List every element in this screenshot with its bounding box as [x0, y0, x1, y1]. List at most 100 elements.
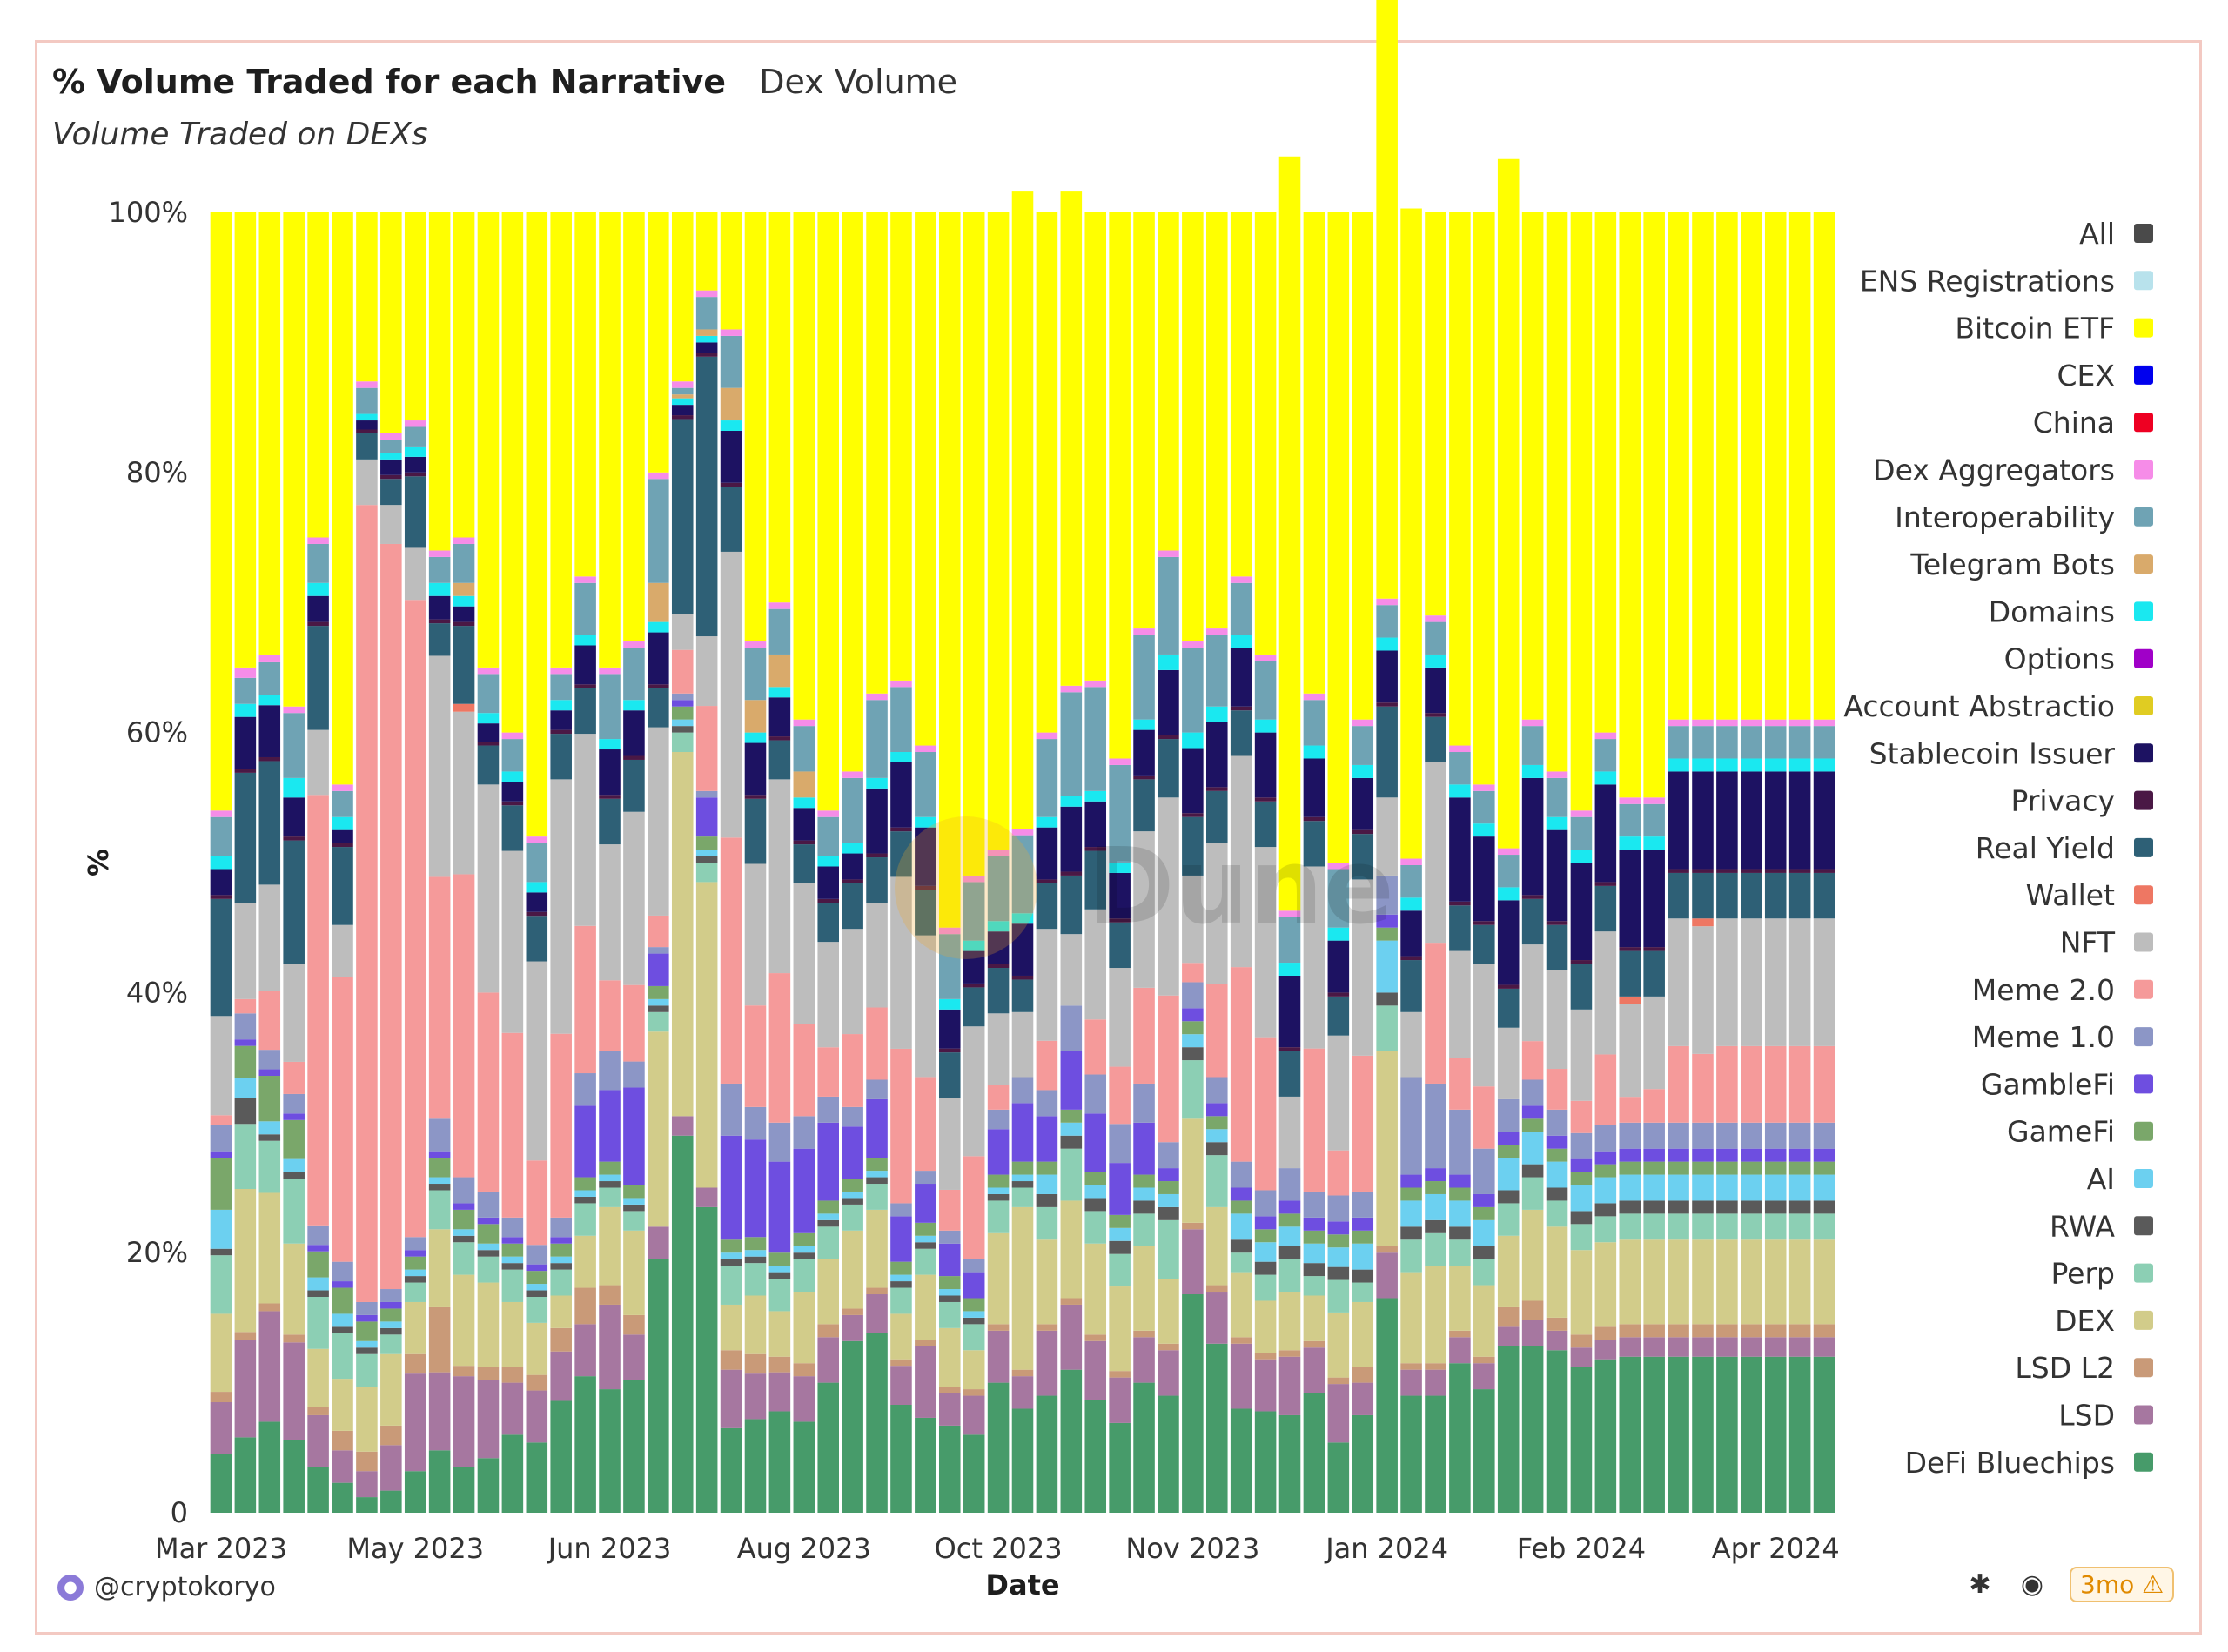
bar-segment[interactable]: [526, 1290, 548, 1297]
bar-segment[interactable]: [1668, 1213, 1689, 1240]
bar-segment[interactable]: [1594, 1164, 1617, 1178]
bar-segment[interactable]: [380, 1334, 402, 1354]
bar-segment[interactable]: [768, 1372, 791, 1412]
bar-segment[interactable]: [1521, 726, 1544, 765]
bar-segment[interactable]: [793, 1376, 815, 1422]
bar-segment[interactable]: [1643, 803, 1665, 837]
bar-segment[interactable]: [695, 342, 718, 353]
legend-label[interactable]: Real Yield: [1976, 831, 2115, 865]
bar-segment[interactable]: [307, 1407, 329, 1415]
bar-segment[interactable]: [1741, 758, 1762, 772]
bar-segment[interactable]: [915, 1171, 936, 1185]
bar-segment[interactable]: [477, 1367, 500, 1380]
bar-segment[interactable]: [1352, 829, 1374, 835]
bar-segment[interactable]: [1230, 755, 1252, 968]
bar-segment[interactable]: [1425, 1395, 1446, 1513]
bar-segment[interactable]: [1254, 661, 1277, 720]
bar-segment[interactable]: [1521, 1041, 1544, 1080]
bar-segment[interactable]: [428, 595, 451, 620]
bar-segment[interactable]: [210, 1016, 232, 1116]
bar-segment[interactable]: [477, 1282, 500, 1367]
bar-segment[interactable]: [1060, 1135, 1083, 1149]
bar-segment[interactable]: [671, 381, 694, 388]
bar-segment[interactable]: [1546, 1148, 1568, 1162]
bar-segment[interactable]: [1497, 1326, 1520, 1346]
bar-segment[interactable]: [332, 1482, 353, 1513]
bar-segment[interactable]: [1084, 680, 1107, 688]
bar-segment[interactable]: [963, 1395, 985, 1435]
bar-segment[interactable]: [1036, 816, 1058, 828]
bar-segment[interactable]: [1133, 635, 1155, 720]
bar-segment[interactable]: [1449, 1363, 1471, 1513]
bar-segment[interactable]: [1521, 1118, 1544, 1132]
bar-segment[interactable]: [695, 636, 718, 707]
bar-segment[interactable]: [1473, 1219, 1495, 1246]
bar-segment[interactable]: [1764, 918, 1787, 1046]
bar-segment[interactable]: [501, 739, 524, 772]
bar-segment[interactable]: [428, 619, 451, 624]
bar-segment[interactable]: [332, 1281, 353, 1288]
bar-segment[interactable]: [1352, 1382, 1374, 1415]
bar-segment[interactable]: [1764, 1122, 1787, 1149]
bar-segment[interactable]: [768, 1356, 791, 1373]
bar-segment[interactable]: [1449, 1226, 1471, 1240]
bar-segment[interactable]: [1230, 635, 1252, 648]
legend-label[interactable]: GameFi: [2007, 1115, 2115, 1149]
bar-segment[interactable]: [1011, 923, 1034, 976]
bar-segment[interactable]: [671, 415, 694, 420]
bar-segment[interactable]: [1303, 1347, 1325, 1393]
bar-segment[interactable]: [356, 212, 378, 382]
bar-segment[interactable]: [307, 537, 329, 544]
bar-segment[interactable]: [574, 1376, 596, 1513]
bar-segment[interactable]: [866, 1158, 888, 1172]
bar-segment[interactable]: [1182, 732, 1204, 749]
bar-segment[interactable]: [1425, 1369, 1446, 1396]
bar-segment[interactable]: [501, 850, 524, 1033]
bar-segment[interactable]: [234, 772, 257, 903]
bar-segment[interactable]: [842, 843, 863, 854]
bar-segment[interactable]: [1716, 212, 1738, 720]
bar-segment[interactable]: [1449, 1200, 1471, 1227]
bar-segment[interactable]: [1158, 212, 1179, 551]
bar-segment[interactable]: [1668, 1148, 1689, 1162]
bar-segment[interactable]: [890, 752, 912, 762]
bar-segment[interactable]: [1570, 1211, 1593, 1225]
bar-segment[interactable]: [695, 856, 718, 863]
bar-segment[interactable]: [428, 1151, 451, 1158]
bar-segment[interactable]: [866, 1294, 888, 1333]
legend-label[interactable]: RWA: [2050, 1209, 2115, 1243]
bar-segment[interactable]: [1327, 1279, 1350, 1313]
bar-segment[interactable]: [1813, 1045, 1835, 1123]
bar-segment[interactable]: [1109, 764, 1131, 863]
bar-segment[interactable]: [1206, 1292, 1228, 1344]
bar-segment[interactable]: [1084, 687, 1107, 791]
bar-segment[interactable]: [938, 1301, 961, 1328]
bar-segment[interactable]: [963, 1026, 985, 1157]
bar-segment[interactable]: [380, 440, 402, 453]
bar-segment[interactable]: [744, 798, 767, 864]
bar-segment[interactable]: [526, 911, 548, 917]
bar-segment[interactable]: [307, 1245, 329, 1252]
bar-segment[interactable]: [1692, 1200, 1714, 1214]
bar-segment[interactable]: [332, 1313, 353, 1327]
bar-segment[interactable]: [623, 1380, 645, 1513]
bar-segment[interactable]: [1813, 726, 1835, 759]
bar-segment[interactable]: [1716, 1356, 1738, 1513]
bar-segment[interactable]: [1158, 1206, 1179, 1220]
bar-segment[interactable]: [1278, 1047, 1301, 1051]
bar-segment[interactable]: [283, 777, 305, 798]
legend-label[interactable]: Wallet: [2026, 878, 2115, 912]
bar-segment[interactable]: [1741, 1200, 1762, 1214]
bar-segment[interactable]: [550, 1256, 572, 1264]
bar-segment[interactable]: [671, 398, 694, 406]
bar-segment[interactable]: [574, 925, 596, 1074]
bar-segment[interactable]: [453, 1235, 475, 1243]
bar-segment[interactable]: [1716, 1174, 1738, 1201]
bar-segment[interactable]: [599, 1187, 621, 1207]
bar-segment[interactable]: [1400, 1369, 1422, 1396]
bar-segment[interactable]: [1788, 872, 1811, 919]
bar-segment[interactable]: [1813, 1200, 1835, 1214]
bar-segment[interactable]: [842, 1198, 863, 1205]
bar-segment[interactable]: [550, 734, 572, 780]
bar-segment[interactable]: [793, 883, 815, 1024]
